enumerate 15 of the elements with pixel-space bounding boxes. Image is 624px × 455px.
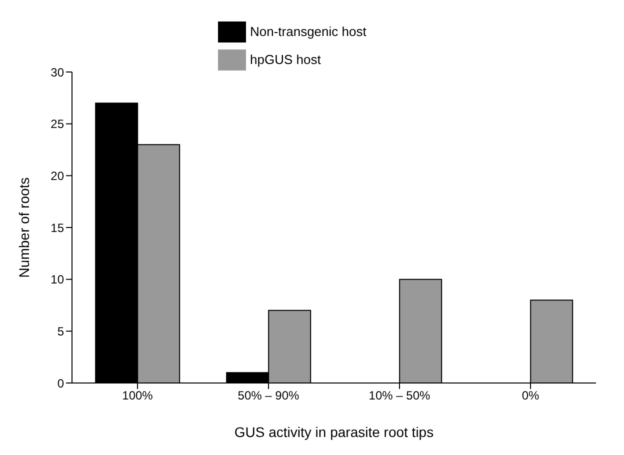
y-tick-label: 5 [57,324,64,338]
y-tick-label: 10 [50,272,64,287]
legend-label: Non-transgenic host [250,24,366,40]
x-axis-title: GUS activity in parasite root tips [234,424,434,440]
y-tick-label: 20 [50,168,64,183]
legend-label: hpGUS host [250,52,321,68]
x-tick-label: 50% – 90% [238,388,300,403]
x-tick-label: 0% [522,388,540,403]
x-tick-label: 100% [122,388,154,403]
y-axis-title: Number of roots [16,177,32,278]
y-tick-label: 0 [57,376,64,390]
y-tick-label: 15 [50,220,64,235]
y-tick-label: 25 [50,117,64,132]
x-tick-label: 10% – 50% [368,388,431,403]
y-tick-label: 30 [50,65,64,80]
